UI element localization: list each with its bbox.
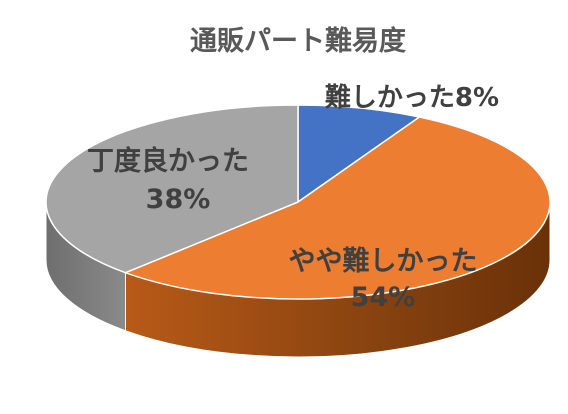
data-label-2-1: 38% xyxy=(146,184,211,215)
slice-2 xyxy=(45,104,299,274)
pie-slices xyxy=(45,104,551,300)
data-label-0-0: 難しかった8% xyxy=(325,83,499,113)
chart-title: 通販パート難易度 xyxy=(190,25,406,57)
data-label-1-1: 54% xyxy=(351,282,416,313)
data-label-1-0: やや難しかった xyxy=(289,246,478,277)
data-label-2-0: 丁度良かった xyxy=(87,145,249,177)
slice-0 xyxy=(297,104,422,204)
data-labels: 難しかった8% やや難しかった 54% 丁度良かった 38% xyxy=(87,83,499,313)
slice-1 xyxy=(123,116,551,300)
